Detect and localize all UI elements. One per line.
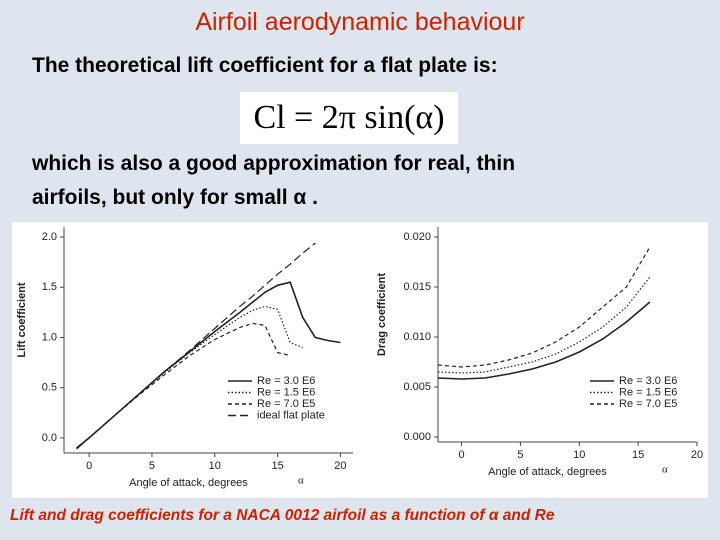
x-tick-label: 10 — [573, 449, 585, 461]
legend-label: Re = 1.5 E6 — [257, 386, 315, 398]
y-tick-label: 0.020 — [403, 231, 431, 243]
body-text: airfoils, but only for small α . — [32, 186, 318, 209]
x-axis-label: Angle of attack, degrees — [488, 466, 607, 478]
y-tick-label: 0.005 — [403, 381, 431, 393]
y-tick-label: 0.5 — [42, 382, 57, 394]
body-text: which is also a good approximation for r… — [32, 152, 516, 175]
chart-panel — [12, 222, 708, 498]
x-axis-label: Angle of attack, degrees — [129, 477, 248, 489]
x-tick-label: 20 — [691, 449, 703, 461]
y-tick-label: 0.0 — [42, 432, 57, 444]
y-axis-label: Drag coefficient — [376, 273, 388, 356]
legend-label: Re = 7.0 E5 — [257, 398, 315, 410]
x-tick-label: 5 — [517, 449, 523, 461]
x-tick-label: 5 — [149, 460, 155, 472]
legend-label: ideal flat plate — [257, 409, 325, 421]
x-tick-label: 15 — [271, 460, 283, 472]
data-line — [437, 276, 651, 374]
annotation: α — [298, 475, 304, 487]
data-line — [437, 301, 651, 380]
legend-label: Re = 1.5 E6 — [619, 386, 677, 398]
caption: Lift and drag coefficients for a NACA 00… — [10, 507, 555, 524]
y-tick-label: 0.000 — [403, 431, 431, 443]
annotation: α — [662, 464, 668, 476]
x-tick-label: 15 — [632, 449, 644, 461]
data-line — [76, 242, 316, 450]
y-tick-label: 1.0 — [42, 331, 57, 343]
legend-label: Re = 7.0 E5 — [619, 398, 677, 410]
y-tick-label: 1.5 — [42, 281, 57, 293]
y-axis-label: Lift coefficient — [16, 282, 28, 358]
x-tick-label: 0 — [458, 449, 464, 461]
intro-text: The theoretical lift coefficient for a f… — [32, 54, 498, 77]
y-tick-label: 0.010 — [403, 331, 431, 343]
legend-label: Re = 3.0 E6 — [619, 375, 677, 387]
x-tick-label: 10 — [209, 460, 221, 472]
y-tick-label: 2.0 — [42, 231, 57, 243]
data-line — [76, 322, 291, 449]
x-tick-label: 0 — [86, 460, 92, 472]
data-line — [437, 246, 651, 368]
x-tick-label: 20 — [334, 460, 346, 472]
slide-title: Airfoil aerodynamic behaviour — [195, 8, 525, 36]
formula: Cl = 2π sin(α) — [240, 92, 458, 144]
legend-label: Re = 3.0 E6 — [257, 375, 315, 387]
y-tick-label: 0.015 — [403, 281, 431, 293]
